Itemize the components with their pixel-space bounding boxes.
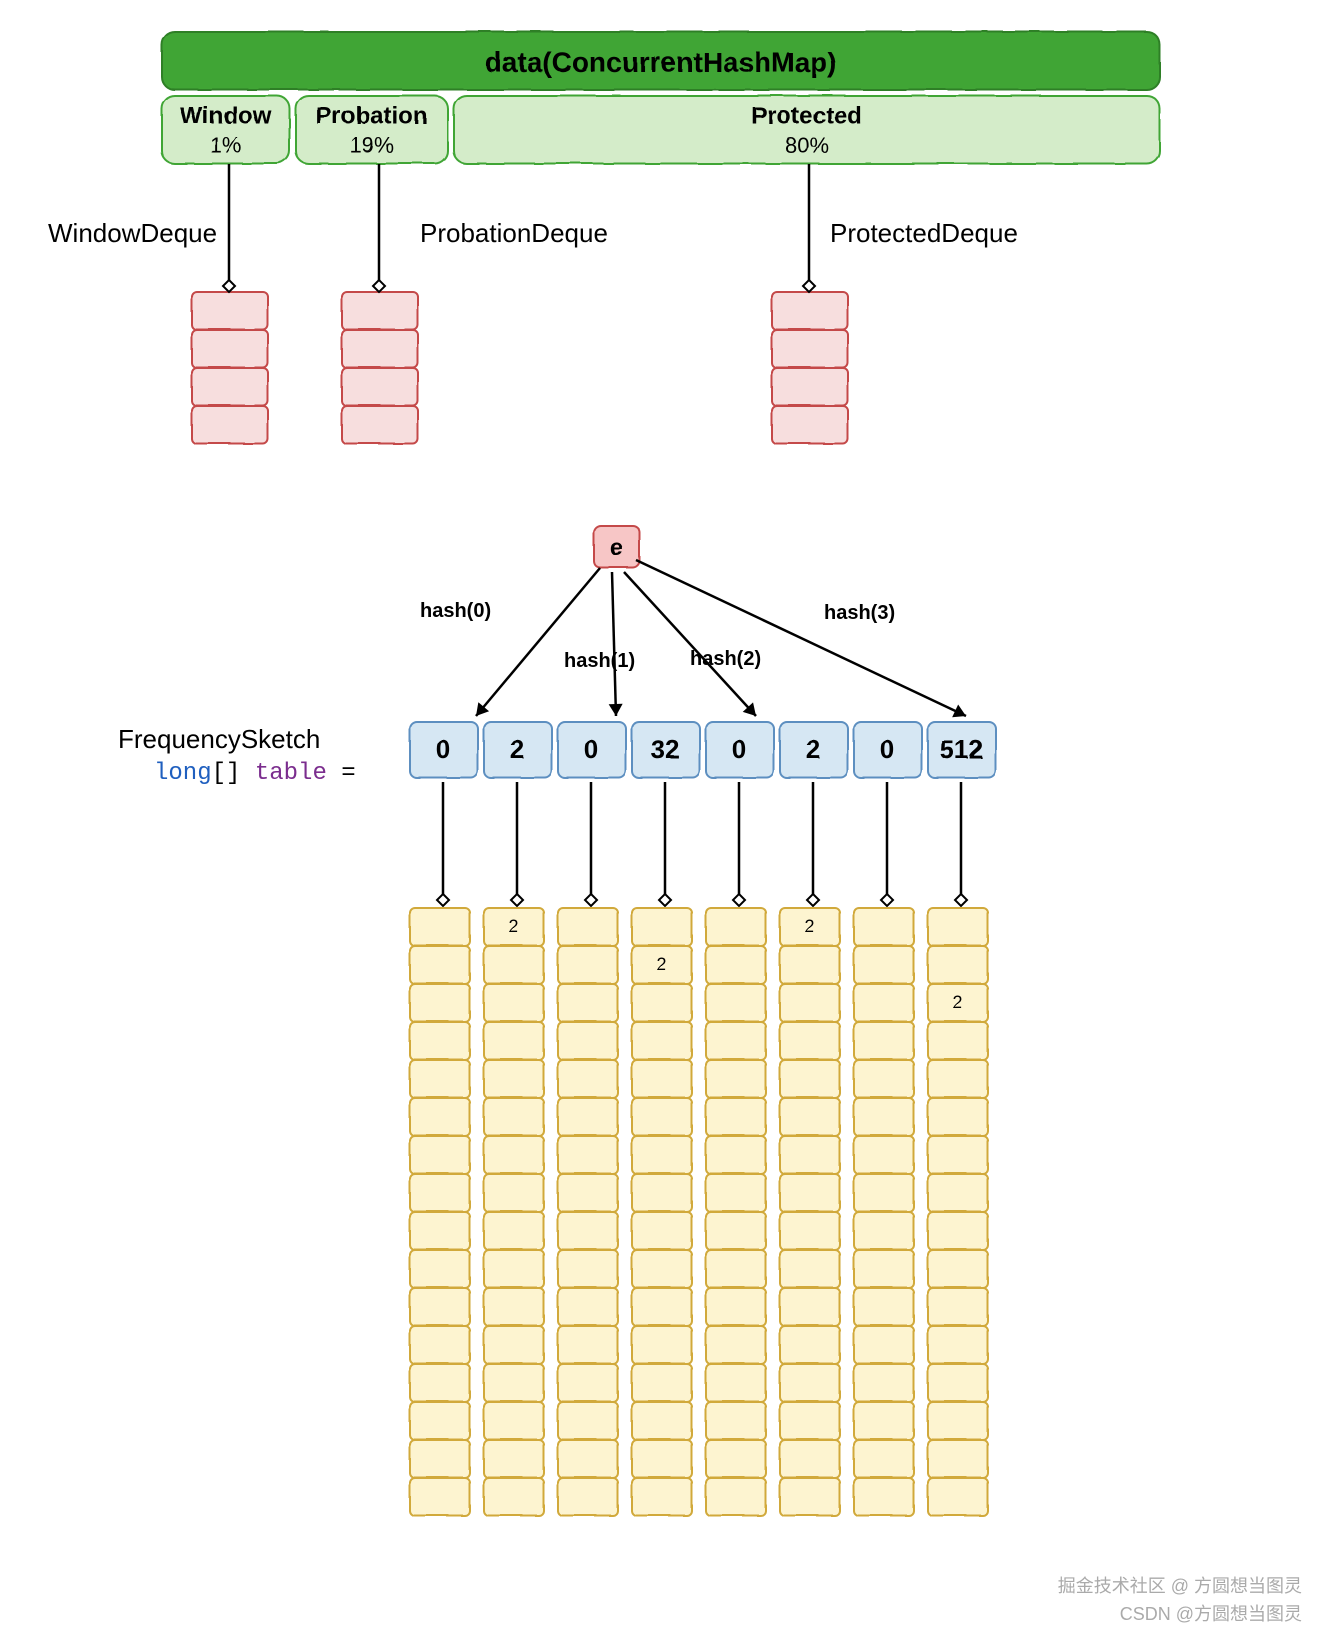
column-stack — [852, 906, 914, 1516]
table-cell: 0 — [852, 720, 922, 778]
column-stack: 2 — [778, 906, 840, 1516]
frequency-sketch-title: FrequencySketch — [118, 724, 320, 755]
deque-stack — [190, 290, 268, 444]
hash-label: hash(0) — [420, 600, 491, 623]
table-cell: 32 — [630, 720, 700, 778]
table-cell: 0 — [556, 720, 626, 778]
element-e: e — [592, 524, 640, 568]
column-stack: 2 — [630, 906, 692, 1516]
header-box: data(ConcurrentHashMap) — [160, 30, 1160, 90]
frequency-sketch-code: long[] table = — [154, 760, 356, 787]
deque-stack — [340, 290, 418, 444]
sketch-table: 02032020512 — [408, 720, 996, 778]
watermark: 掘金技术社区 @ 方圆想当图灵 — [1058, 1572, 1302, 1598]
table-cell: 2 — [482, 720, 552, 778]
table-cell: 2 — [778, 720, 848, 778]
deque-stack — [770, 290, 848, 444]
watermark: CSDN @方圆想当图灵 — [1120, 1600, 1302, 1626]
column-stack — [704, 906, 766, 1516]
table-cell: 0 — [408, 720, 478, 778]
column-stack: 2 — [926, 906, 988, 1516]
deque-label: WindowDeque — [48, 218, 217, 249]
hash-label: hash(3) — [824, 602, 895, 625]
region-protected: Protected80% — [452, 94, 1160, 164]
region-window: Window1% — [160, 94, 290, 164]
column-stack — [408, 906, 470, 1516]
column-stack: 2 — [482, 906, 544, 1516]
column-stack — [556, 906, 618, 1516]
table-cell: 512 — [926, 720, 996, 778]
region-probation: Probation19% — [294, 94, 448, 164]
hash-label: hash(1) — [564, 650, 635, 673]
hash-label: hash(2) — [690, 648, 761, 671]
deque-label: ProbationDeque — [420, 218, 608, 249]
deque-label: ProtectedDeque — [830, 218, 1018, 249]
table-cell: 0 — [704, 720, 774, 778]
